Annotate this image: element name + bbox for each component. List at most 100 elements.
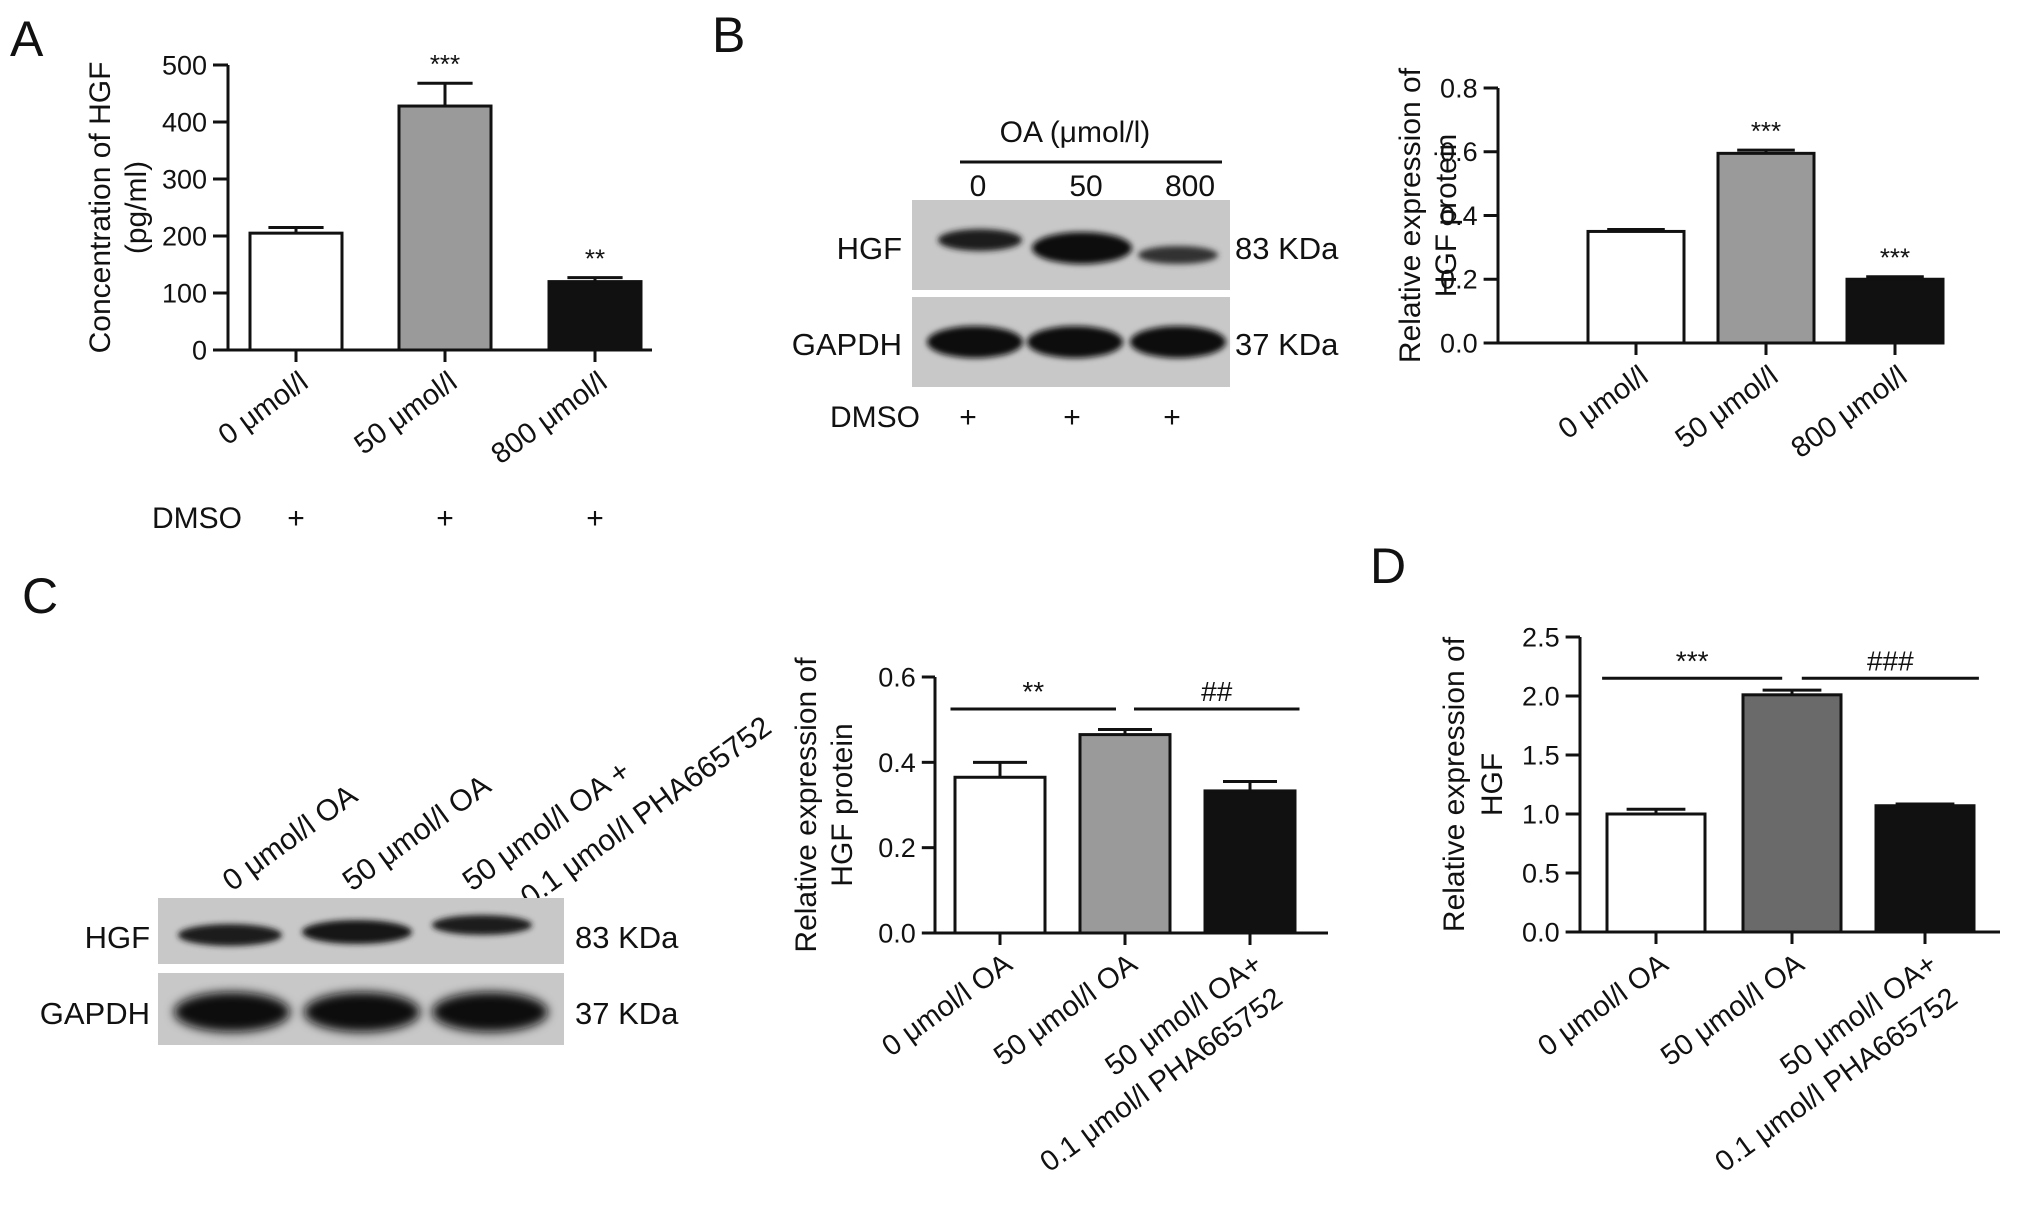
category-label-b-2: 800 μmol/l — [1786, 360, 1914, 465]
category-label-a-2: 800 μmol/l — [486, 366, 614, 471]
panel-letter-a: A — [10, 11, 44, 67]
category-label-d-0: 0 μmol/l OA — [1532, 947, 1674, 1063]
western-blot-b: OA (μmol/l) 0 50 800 HGF GAPDH 83 KDa 37… — [792, 116, 1339, 434]
lane-label-b-0: 0 — [970, 170, 987, 203]
panel-letter-d: D — [1370, 538, 1406, 594]
y-tick-label-b-4: 0.8 — [1440, 73, 1478, 103]
chart-c: 0.0 0.2 0.4 0.6 Relative expression of HGF pr… — [790, 657, 1328, 1179]
band-hgf-b-2 — [1138, 246, 1218, 264]
y-tick-label-b-3: 0.6 — [1440, 137, 1478, 167]
dmso-mark-b-0: + — [959, 401, 977, 434]
band-gapdh-c-0 — [174, 992, 290, 1032]
size-label-b-hgf: 83 KDa — [1235, 231, 1339, 266]
dmso-mark-a-2: + — [586, 502, 604, 535]
dmso-mark-b-1: + — [1063, 401, 1081, 434]
y-axis-label-c-0: Relative expression of — [790, 657, 823, 953]
y-tick-label-b-2: 0.4 — [1440, 201, 1478, 231]
bar-b-1 — [1716, 151, 1816, 345]
y-tick-label-a-2: 200 — [162, 221, 207, 251]
protein-label-c-hgf: HGF — [85, 920, 150, 955]
lane-label-c-0: 0 μmol/l OA — [217, 778, 364, 897]
y-tick-label-a-5: 500 — [162, 50, 207, 80]
protein-label-b-hgf: HGF — [837, 231, 902, 266]
panel-letter-c: C — [22, 568, 58, 624]
y-tick-label-a-1: 100 — [162, 278, 207, 308]
y-tick-label-c-0: 0.0 — [878, 918, 916, 948]
bar-b-0 — [1586, 229, 1686, 345]
band-gapdh-c-1 — [304, 992, 420, 1032]
dmso-row-a: DMSO + + + — [152, 502, 604, 535]
y-tick-label-d-1: 0.5 — [1522, 858, 1560, 888]
y-tick-label-d-4: 2.0 — [1522, 681, 1560, 711]
protein-label-c-gapdh: GAPDH — [40, 996, 150, 1031]
bracket-label-d-1: ### — [1867, 645, 1914, 676]
bar-c-1 — [1078, 733, 1172, 935]
bracket-label-c-0: ** — [1022, 676, 1044, 707]
y-tick-label-b-1: 0.2 — [1440, 265, 1478, 295]
y-axis-label-a-1: (pg/ml) — [120, 161, 153, 254]
chart-d: 0.0 0.5 1.0 1.5 2.0 2.5 Relative expression of… — [1438, 622, 2000, 1179]
significance-b-1: *** — [1751, 116, 1781, 146]
lane-label-b-2: 800 — [1165, 170, 1215, 203]
protein-label-b-gapdh: GAPDH — [792, 327, 902, 362]
treatment-label-b: OA (μmol/l) — [1000, 116, 1151, 149]
dmso-mark-a-0: + — [287, 502, 305, 535]
band-hgf-b-0 — [938, 229, 1022, 251]
bar-c-0 — [953, 775, 1047, 935]
y-axis-label-c-1: HGF protein — [826, 723, 859, 886]
significance-b-2: *** — [1880, 243, 1910, 273]
dmso-label-b: DMSO — [830, 401, 920, 434]
size-label-c-hgf: 83 KDa — [575, 920, 679, 955]
y-axis-label-d-1: HGF — [1476, 753, 1509, 816]
band-hgf-c-0 — [178, 924, 282, 946]
y-tick-label-a-4: 400 — [162, 107, 207, 137]
size-label-b-gapdh: 37 KDa — [1235, 327, 1339, 362]
dmso-mark-b-2: + — [1163, 401, 1181, 434]
category-label-a-0: 0 μmol/l — [213, 366, 314, 452]
band-gapdh-c-2 — [432, 992, 548, 1032]
category-label-a-1: 50 μmol/l — [349, 366, 463, 461]
y-tick-label-b-0: 0.0 — [1440, 328, 1478, 358]
bar-c-2 — [1203, 789, 1297, 935]
y-tick-label-c-3: 0.6 — [878, 662, 916, 692]
y-axis-label-b-1: HGF protein — [1430, 134, 1463, 297]
western-blot-c: 0 μmol/l OA 50 μmol/l OA 50 μmol/l OA + … — [40, 710, 777, 1045]
bar-d-0 — [1605, 812, 1707, 934]
bar-d-1 — [1741, 693, 1843, 934]
chart-a: 0 100 200 300 400 500 Concentration of HGF (pg/… — [84, 49, 652, 471]
y-tick-label-c-1: 0.2 — [878, 833, 916, 863]
size-label-c-gapdh: 37 KDa — [575, 996, 679, 1031]
band-hgf-b-1 — [1032, 232, 1132, 264]
band-hgf-c-2 — [432, 915, 532, 935]
y-tick-label-d-5: 2.5 — [1522, 622, 1560, 652]
y-tick-label-d-3: 1.5 — [1522, 740, 1560, 770]
band-gapdh-b-0 — [927, 326, 1023, 358]
y-tick-label-d-0: 0.0 — [1522, 917, 1560, 947]
category-label-b-0: 0 μmol/l — [1553, 360, 1654, 446]
dmso-mark-a-1: + — [436, 502, 454, 535]
y-tick-label-c-2: 0.4 — [878, 748, 916, 778]
bracket-label-c-1: ## — [1201, 676, 1233, 707]
bar-b-2 — [1845, 277, 1945, 345]
panel-letter-b: B — [712, 7, 745, 63]
y-axis-label-d-0: Relative expression of — [1438, 636, 1471, 932]
y-tick-label-a-3: 300 — [162, 164, 207, 194]
y-tick-label-d-2: 1.0 — [1522, 799, 1560, 829]
band-hgf-c-1 — [302, 920, 412, 944]
y-axis-label-b-0: Relative expression of — [1394, 67, 1427, 363]
bracket-label-d-0: *** — [1676, 645, 1709, 676]
category-label-b-1: 50 μmol/l — [1670, 360, 1784, 455]
bar-a-1 — [397, 104, 493, 352]
chart-b: 0.0 0.2 0.4 0.6 0.8 Relative expression of HGF… — [1394, 67, 1945, 465]
band-gapdh-b-2 — [1130, 326, 1226, 358]
y-axis-label-a-0: Concentration of HGF — [84, 62, 117, 354]
bar-d-2 — [1874, 804, 1976, 934]
band-gapdh-b-1 — [1027, 326, 1123, 358]
bar-a-2 — [547, 280, 643, 352]
bar-a-0 — [248, 231, 344, 352]
significance-a-1: *** — [430, 49, 460, 79]
dmso-label-a: DMSO — [152, 502, 242, 535]
y-tick-label-a-0: 0 — [192, 335, 207, 365]
significance-a-2: ** — [585, 244, 605, 274]
